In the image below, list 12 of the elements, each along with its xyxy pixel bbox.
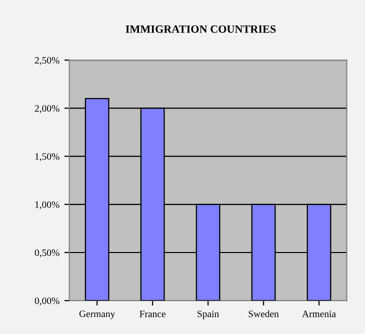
y-tick-label: 0,00%: [34, 298, 60, 306]
x-tick-label: Sweden: [248, 310, 279, 318]
y-tick-label: 1,50%: [35, 153, 60, 162]
y-tick-label: 2,00%: [34, 105, 60, 114]
x-tick-label: France: [140, 310, 166, 318]
y-tick-label: 2,50%: [34, 57, 60, 65]
x-tick-label: Spain: [198, 310, 219, 320]
x-tick-label: Armenia: [302, 310, 336, 318]
x-tick-label: Germany: [79, 310, 116, 320]
y-tick-label: 1,00%: [35, 201, 60, 210]
y-tick-label: 0,50%: [34, 249, 60, 258]
chart-title: IMMIGRATION COUNTRIES: [126, 25, 276, 33]
